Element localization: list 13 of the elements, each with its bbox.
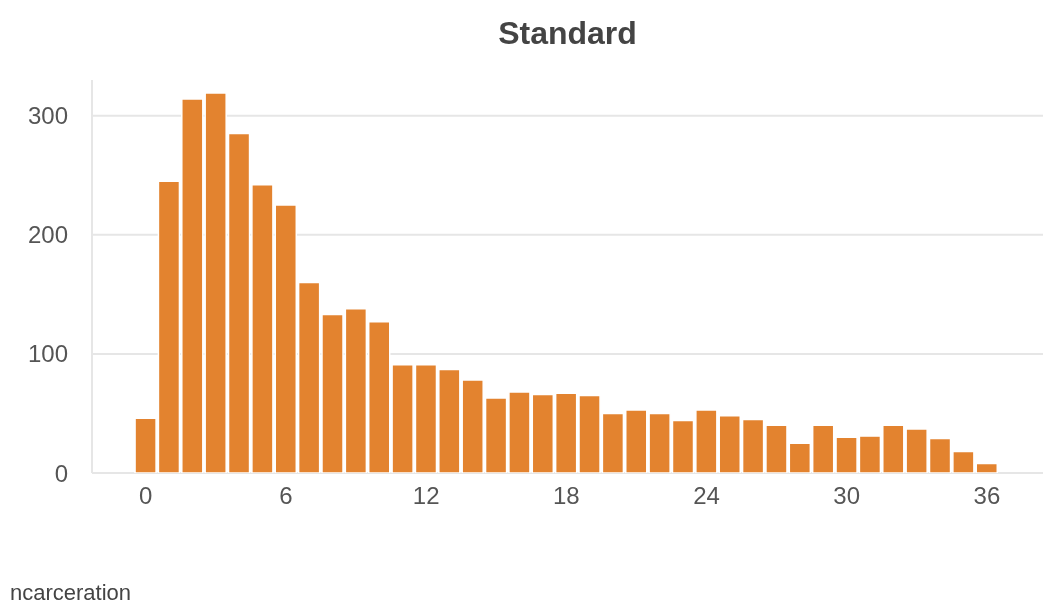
x-tick-label: 0 [139, 482, 153, 510]
y-tick-label: 0 [54, 459, 68, 487]
y-tick-label: 100 [27, 340, 68, 368]
x-tick-label: 30 [833, 482, 861, 510]
y-tick-label: 200 [27, 221, 68, 249]
x-tick-label: 12 [412, 482, 440, 510]
chart-title: Standard [498, 15, 637, 51]
x-tick-label: 6 [279, 482, 293, 510]
x-tick-label: 18 [552, 482, 580, 510]
x-axis-title: ncarceration [10, 580, 132, 605]
x-tick-label: 36 [973, 482, 1001, 510]
y-tick-label: 300 [27, 102, 68, 130]
x-tick-label: 24 [693, 482, 720, 510]
